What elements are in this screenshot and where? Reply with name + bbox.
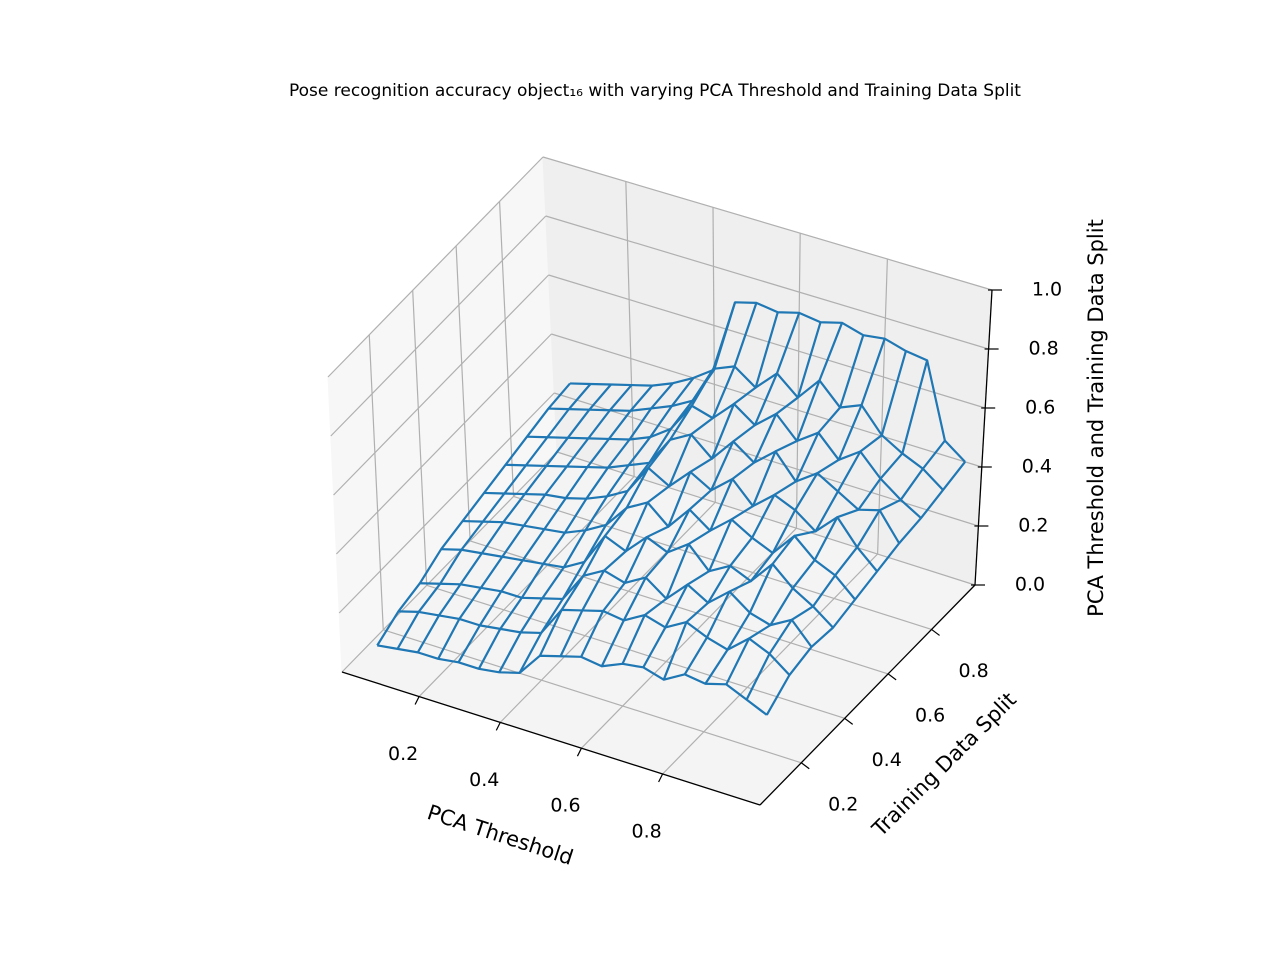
y-tick-label: 0.4 [872,749,902,771]
tick-mark [887,673,897,681]
tick-mark [576,747,582,757]
wire-row [526,402,922,519]
wire-column [725,360,929,685]
wire-column [765,461,966,716]
grid-line [551,333,982,468]
grid-line [498,201,515,497]
grid-line [877,258,888,555]
grid-line [513,495,932,631]
wire-column [600,312,801,667]
wire-column [477,382,674,670]
wire-column [498,377,695,673]
wire-column [662,334,865,681]
z-tick-label: 0.2 [1018,515,1048,537]
wire-column [538,301,737,657]
tick-mark [414,696,420,705]
tick-mark [495,722,501,731]
z-tick-label: 0.4 [1022,456,1052,478]
x-tick-label: 0.2 [388,743,418,765]
wire-column [457,384,653,663]
tick-mark [844,717,854,725]
wire-row [377,644,768,716]
z-axis-label: PCA Threshold and Training Data Split [1084,219,1108,617]
y-tick-label: 0.2 [828,793,858,815]
z-tick-label: 1.0 [1032,279,1062,301]
axis-line [759,584,976,806]
grid-line [418,476,635,697]
wire-column [580,311,779,658]
chart-title: Pose recognition accuracy object₁₆ with … [289,81,1021,101]
wire-row [419,569,813,648]
wire-row [570,301,966,463]
grid-line [548,274,986,409]
axis-line [341,671,761,806]
wire-column [518,368,716,674]
wire-row [441,534,834,629]
grid-line [368,334,384,630]
tick-mark [658,773,664,783]
grid-line [556,451,976,586]
grid-line [625,181,635,477]
wire-column [559,302,758,657]
x-tick-label: 0.6 [550,795,580,817]
wire-column [437,384,633,660]
grid-line [412,290,428,586]
wire-column [683,338,886,675]
y-tick-label: 0.6 [915,704,945,726]
wire-row [505,433,901,544]
wire-row [462,501,856,601]
grid-line [330,215,547,437]
x-tick-label: 0.4 [469,769,499,791]
grid-line [554,392,979,527]
x-tick-label: 0.8 [631,821,661,843]
wire-row [548,365,944,491]
grid-line [545,215,989,350]
grid-line [383,629,802,764]
grid-line [327,156,544,378]
z-tick-label: 0.8 [1028,338,1058,360]
grid-line [338,392,555,614]
wire-column [396,383,592,650]
z-tick-label: 0.6 [1025,397,1055,419]
wire-column [704,350,907,685]
grid-line [662,553,879,775]
grid-line [335,333,552,555]
grid-line [426,584,845,719]
axis-line [974,289,993,586]
grid-line [542,156,993,291]
tick-mark [931,628,940,636]
grid-line [333,274,550,496]
y-tick-label: 0.8 [958,660,988,682]
tick-mark [800,762,810,770]
grid-line [581,527,797,749]
wire-column [416,383,612,653]
grid-line [455,245,471,541]
wire-row [398,608,791,676]
wire-column [376,382,571,646]
z-tick-label: 0.0 [1015,574,1045,596]
wire-row [484,466,878,573]
wire-column [745,439,946,701]
wire-column [621,321,822,665]
grid-line [341,451,558,673]
wire-column [642,322,844,668]
